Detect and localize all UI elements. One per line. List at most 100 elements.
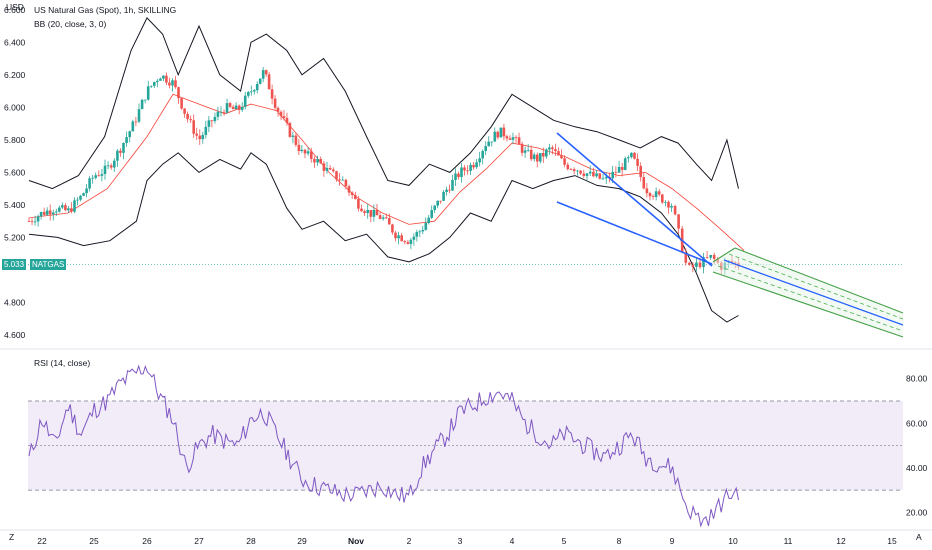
candle-body <box>394 232 397 239</box>
parallel-channel[interactable] <box>712 247 904 338</box>
candle-body <box>582 173 586 176</box>
time-tick-label: 5 <box>562 536 567 546</box>
candle-body <box>651 196 655 197</box>
candle-body <box>478 158 481 163</box>
candle <box>204 120 208 139</box>
candle-body <box>695 262 698 267</box>
candle-body <box>372 209 376 217</box>
candle <box>341 176 344 181</box>
candle-body <box>183 108 186 114</box>
candle <box>100 169 104 182</box>
candle-body <box>475 162 478 168</box>
candle <box>582 169 586 179</box>
candle <box>363 209 366 216</box>
timezone-toggle[interactable]: Z <box>9 532 15 542</box>
channel-median-line[interactable] <box>723 259 904 326</box>
candle-body <box>201 135 205 140</box>
candle-body <box>502 127 506 137</box>
candle-body <box>291 135 295 137</box>
currency-label: USD <box>6 2 24 12</box>
candle <box>592 167 595 178</box>
channel-left-edge[interactable] <box>712 247 736 263</box>
candle <box>39 211 43 220</box>
support-trendline[interactable] <box>556 201 713 265</box>
candle <box>484 141 487 156</box>
rsi-axis[interactable]: 80.00 60.00 40.00 20.00 <box>906 374 928 518</box>
candle-body <box>189 119 192 121</box>
candle <box>61 202 64 210</box>
candle <box>430 205 433 220</box>
candle <box>394 230 397 242</box>
channel-upper-line[interactable] <box>734 247 904 314</box>
candle-body <box>253 90 256 92</box>
candle-body <box>630 152 633 158</box>
chart-title[interactable]: US Natural Gas (Spot), 1h, SKILLING <box>34 5 177 15</box>
price-tick-label: 5.600 <box>4 167 26 177</box>
auto-scale-toggle[interactable]: A <box>916 532 922 542</box>
bb-indicator-label[interactable]: BB (20, close, 3, 0) <box>34 19 107 29</box>
candle-body <box>195 133 198 136</box>
rsi-indicator-label[interactable]: RSI (14, close) <box>34 358 91 368</box>
price-tick-label: 5.200 <box>4 232 26 242</box>
candle <box>30 218 34 226</box>
candle <box>523 146 527 158</box>
candle <box>344 178 348 190</box>
candle <box>174 76 177 89</box>
candle-body <box>319 159 322 164</box>
candle <box>604 172 608 185</box>
candle-body <box>122 143 125 153</box>
candle-body <box>288 123 292 137</box>
candle <box>369 210 373 223</box>
candle-body <box>222 111 226 113</box>
bb-lower-band <box>28 152 739 323</box>
candle-body <box>137 109 141 122</box>
candle-body <box>614 171 618 173</box>
candle-body <box>177 87 180 99</box>
descending-trendline[interactable] <box>556 132 713 267</box>
candle-body <box>207 120 211 127</box>
candle-body <box>566 164 570 169</box>
candle-body <box>617 167 621 173</box>
candle-body <box>493 131 497 142</box>
candle <box>481 149 484 165</box>
rsi-tick-label: 80.00 <box>906 374 928 384</box>
candle-body <box>712 255 716 259</box>
candle <box>664 200 667 207</box>
candle-body <box>400 235 403 242</box>
candle-body <box>548 147 551 150</box>
candle-body <box>45 210 49 215</box>
trendline-drawings[interactable] <box>556 132 713 267</box>
last-price-tag: 5.033 <box>2 258 27 270</box>
candle-body <box>421 230 425 232</box>
candle <box>335 170 338 182</box>
candle-body <box>595 173 598 177</box>
candle <box>418 229 422 238</box>
candle <box>134 116 138 127</box>
price-pane[interactable]: 6.600 6.400 6.200 6.000 5.800 5.600 5.400 5.200… <box>4 0 904 348</box>
time-tick-label: 22 <box>37 536 47 546</box>
candle <box>250 85 253 96</box>
time-axis[interactable]: 22 25 26 27 28 29 Nov 2 3 4 5 8 9 10 11 12 15 <box>37 536 897 546</box>
candle <box>595 170 598 178</box>
candle <box>103 159 107 180</box>
candle-body <box>64 205 67 211</box>
candle-body <box>285 117 289 123</box>
candle <box>306 147 310 156</box>
candle-body <box>55 211 58 213</box>
candle-body <box>657 191 661 195</box>
candle <box>195 127 198 140</box>
candle-body <box>545 149 548 157</box>
candle <box>79 194 82 202</box>
price-axis[interactable]: 6.600 6.400 6.200 6.000 5.800 5.600 5.400 5.200… <box>4 5 26 340</box>
candle <box>156 78 159 88</box>
candle-body <box>216 111 220 117</box>
candle-body <box>94 175 97 178</box>
candle <box>319 156 322 164</box>
candle <box>496 130 500 140</box>
candle <box>177 86 180 104</box>
channel-lower-line[interactable] <box>712 271 904 338</box>
rsi-pane[interactable]: 80.00 60.00 40.00 20.00 <box>28 364 928 528</box>
candle <box>695 257 698 272</box>
candle-body <box>150 85 153 87</box>
